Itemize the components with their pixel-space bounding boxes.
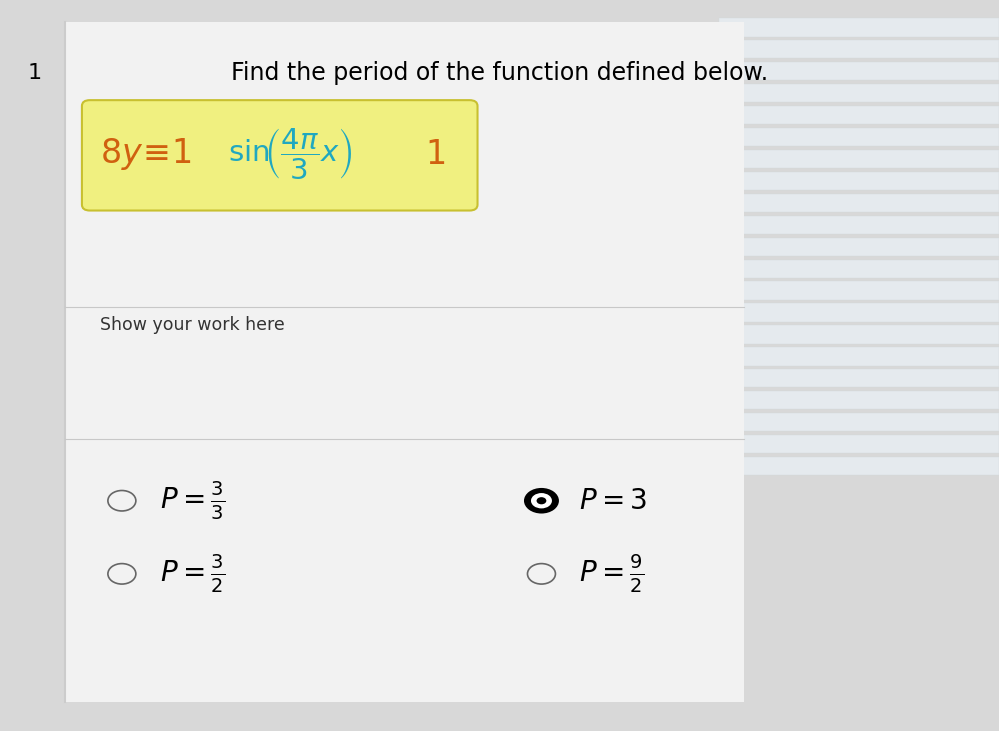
Circle shape [527, 564, 555, 584]
Bar [719, 435, 999, 453]
Text: $\mathrm{sin}\!\left(\dfrac{4\pi}{3}x\right)$: $\mathrm{sin}\!\left(\dfrac{4\pi}{3}x\ri… [228, 126, 353, 182]
Bar [719, 216, 999, 234]
Bar [719, 325, 999, 344]
Circle shape [523, 488, 558, 513]
Bar [719, 84, 999, 102]
Text: Find the period of the function defined below.: Find the period of the function defined … [231, 61, 768, 85]
FancyBboxPatch shape [82, 100, 478, 211]
Text: Show your work here: Show your work here [100, 317, 285, 334]
Text: $P = \frac{9}{2}$: $P = \frac{9}{2}$ [579, 553, 644, 595]
Bar [719, 303, 999, 322]
Text: $1$: $1$ [425, 137, 445, 171]
Bar [719, 260, 999, 278]
Circle shape [108, 491, 136, 511]
Bar [719, 238, 999, 256]
Text: $P = \frac{3}{3}$: $P = \frac{3}{3}$ [160, 480, 225, 522]
FancyBboxPatch shape [65, 22, 744, 702]
Bar [719, 369, 999, 387]
Bar [719, 347, 999, 366]
Bar [719, 194, 999, 212]
Text: $P = 3$: $P = 3$ [579, 487, 647, 515]
Bar [719, 128, 999, 146]
Bar [719, 457, 999, 475]
Bar [719, 281, 999, 300]
Bar [719, 391, 999, 409]
Circle shape [536, 497, 546, 504]
Bar [719, 18, 999, 37]
Bar [719, 40, 999, 58]
Bar [719, 62, 999, 80]
Bar [719, 106, 999, 124]
Bar [719, 150, 999, 168]
Text: $8y\!\equiv\!1$: $8y\!\equiv\!1$ [100, 136, 191, 173]
Bar [719, 413, 999, 431]
Circle shape [531, 493, 551, 509]
Text: 1: 1 [28, 63, 42, 83]
Text: $P = \frac{3}{2}$: $P = \frac{3}{2}$ [160, 553, 225, 595]
Circle shape [108, 564, 136, 584]
Bar [719, 172, 999, 190]
